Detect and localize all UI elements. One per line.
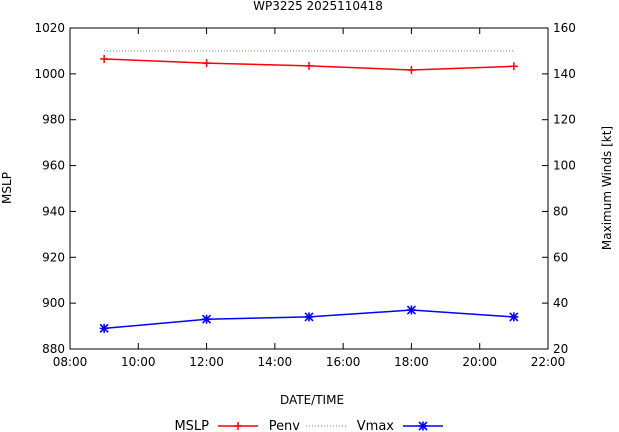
- legend-label-vmax: Vmax: [357, 419, 395, 432]
- data-point-vmax: [304, 312, 314, 322]
- y-axis-right-title: Maximum Winds [kt]: [600, 126, 614, 250]
- right-tick-label: 20: [553, 342, 568, 356]
- right-axis-ticks: 20 40 60 80 100 120 140 160: [542, 21, 576, 356]
- series-layer: [99, 50, 519, 333]
- legend: MSLP Penv Vmax: [174, 419, 443, 432]
- y-axis-left-title: MSLP: [0, 172, 14, 204]
- left-tick-label: 960: [42, 159, 65, 173]
- x-tick-label: 22:00: [531, 355, 566, 369]
- x-tick-label: 12:00: [189, 355, 224, 369]
- left-tick-label: 880: [42, 342, 65, 356]
- data-point-mslp: [202, 59, 211, 68]
- data-point-mslp: [305, 61, 313, 70]
- right-tick-label: 140: [553, 67, 576, 81]
- legend-label-penv: Penv: [269, 419, 301, 432]
- x-tick-label: 18:00: [394, 355, 429, 369]
- legend-marker-mslp: [234, 422, 242, 430]
- data-point-vmax: [202, 314, 212, 324]
- data-point-mslp: [509, 62, 518, 71]
- x-tick-label: 08:00: [53, 355, 88, 369]
- right-tick-label: 40: [553, 296, 568, 310]
- left-tick-label: 980: [42, 113, 65, 127]
- legend-marker-vmax: [418, 421, 428, 431]
- data-point-mslp: [100, 54, 109, 63]
- right-tick-label: 120: [553, 113, 576, 127]
- data-point-mslp: [407, 65, 416, 74]
- left-tick-label: 900: [42, 296, 65, 310]
- right-tick-label: 60: [553, 250, 568, 264]
- x-tick-label: 14:00: [258, 355, 293, 369]
- chart-title: WP3225 2025110418: [253, 0, 383, 13]
- x-tick-label: 20:00: [462, 355, 497, 369]
- x-tick-label: 10:00: [121, 355, 156, 369]
- right-tick-label: 80: [553, 204, 568, 218]
- data-point-vmax: [406, 305, 416, 315]
- left-axis-ticks: 880 900 920 940 960 980 1000 1020: [34, 21, 76, 356]
- x-axis-ticks: 08:00 10:00 12:00 14:00 16:00 18:00 20:00 22:00: [53, 28, 566, 369]
- left-tick-label: 1020: [34, 21, 65, 35]
- data-point-vmax: [509, 312, 519, 322]
- left-tick-label: 920: [42, 250, 65, 264]
- legend-label-mslp: MSLP: [174, 419, 209, 432]
- right-tick-label: 100: [553, 159, 576, 173]
- x-axis-title: DATE/TIME: [280, 393, 344, 407]
- x-tick-label: 16:00: [326, 355, 361, 369]
- left-tick-label: 940: [42, 204, 65, 218]
- data-point-vmax: [99, 323, 109, 333]
- plot-frame: [69, 27, 549, 350]
- right-tick-label: 160: [553, 21, 576, 35]
- left-tick-label: 1000: [34, 67, 65, 81]
